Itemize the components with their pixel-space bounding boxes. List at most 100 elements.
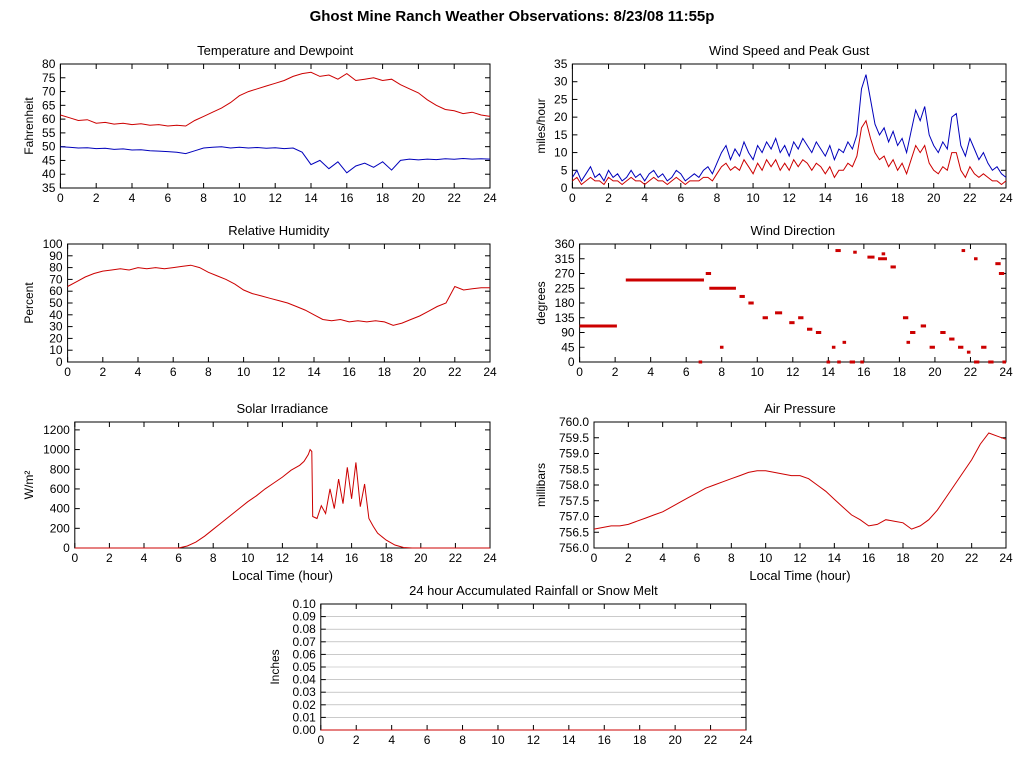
y-tick-label: 45: [561, 340, 575, 354]
series-air-pressure: [593, 432, 1007, 530]
x-tick-label: 4: [388, 733, 395, 747]
y-tick-label: 757.5: [559, 494, 589, 508]
y-tick-label: 0.09: [292, 610, 316, 624]
y-tick-label: 30: [554, 75, 568, 89]
x-tick-label: 18: [891, 191, 905, 205]
y-tick-label: 60: [49, 284, 63, 298]
x-tick-label: 18: [633, 733, 647, 747]
chart-title: Relative Humidity: [228, 223, 330, 238]
y-tick-label: 0: [568, 355, 575, 369]
chart-title: Air Pressure: [764, 401, 836, 416]
y-tick-label: 40: [49, 308, 63, 322]
y-tick-label: 45: [42, 153, 56, 167]
series-temperature: [60, 71, 491, 127]
y-tick-label: 757.0: [559, 510, 589, 524]
x-tick-label: 10: [491, 733, 505, 747]
y-tick-label: 0.06: [292, 647, 316, 661]
rainfall-chart: 0 2 4 6 8 10 12 14 16 18 20 22 24 0.00 0.01 0.02 0.03 0.0…: [268, 580, 756, 750]
x-tick-label: 16: [343, 365, 357, 379]
chart-svg-rain: 0 2 4 6 8 10 12 14 16 18 20 22 240.000.010.020.030.0…: [268, 583, 753, 747]
y-tick-label: 10: [49, 343, 63, 357]
x-tick-label: 20: [927, 191, 941, 205]
y-tick-label: 65: [42, 98, 56, 112]
x-tick-label: 10: [233, 191, 247, 205]
y-tick-label: 600: [50, 482, 70, 496]
y-tick-label: 20: [554, 110, 568, 124]
y-tick-label: 1200: [43, 423, 70, 437]
x-tick-label: 14: [819, 191, 833, 205]
x-tick-label: 0: [64, 365, 71, 379]
y-tick-label: 0.02: [292, 698, 316, 712]
x-tick-label: 6: [694, 551, 701, 565]
x-tick-label: 20: [412, 191, 426, 205]
x-tick-label: 8: [718, 365, 725, 379]
y-tick-label: 50: [42, 140, 56, 154]
x-tick-label: 24: [483, 551, 497, 565]
x-tick-label: 0: [569, 191, 576, 205]
x-tick-label: 16: [862, 551, 876, 565]
chart-title: 24 hour Accumulated Rainfall or Snow Mel…: [409, 583, 658, 598]
x-tick-label: 24: [999, 365, 1013, 379]
y-tick-label: 1000: [43, 443, 70, 457]
x-tick-label: 14: [822, 365, 836, 379]
x-tick-label: 18: [380, 551, 394, 565]
x-tick-label: 22: [704, 733, 718, 747]
y-tick-label: 70: [42, 85, 56, 99]
y-tick-label: 60: [42, 112, 56, 126]
y-tick-label: 25: [554, 92, 568, 106]
x-tick-label: 4: [641, 191, 648, 205]
x-tick-label: 16: [857, 365, 871, 379]
x-tick-label: 12: [783, 191, 797, 205]
y-axis-label: Fahrenheit: [22, 97, 36, 155]
y-tick-label: 15: [554, 128, 568, 142]
x-tick-label: 8: [200, 191, 207, 205]
chart-title: Solar Irradiance: [237, 401, 329, 416]
x-tick-label: 24: [999, 551, 1013, 565]
x-tick-label: 8: [205, 365, 212, 379]
x-tick-label: 6: [424, 733, 431, 747]
x-axis-label: Local Time (hour): [749, 568, 850, 583]
series-peak-gust: [571, 74, 1007, 182]
y-tick-label: 0.07: [292, 635, 316, 649]
y-tick-label: 0: [561, 181, 568, 195]
wind-speed-gust-chart: 0 2 4 6 8 10 12 14 16 18 20 22 24 0 5 10 15 20 25 30 35 Wind …: [534, 40, 1016, 208]
x-tick-label: 12: [786, 365, 800, 379]
y-tick-label: 225: [555, 281, 575, 295]
chart-svg-winddir: 0 2 4 6 8 10 12 14 16 18 20 22 240459013518022527031…: [534, 223, 1013, 379]
chart-svg-windspeed: 0 2 4 6 8 10 12 14 16 18 20 22 2405101520253035Wind …: [534, 43, 1013, 205]
x-tick-label: 12: [793, 551, 807, 565]
x-tick-label: 4: [141, 551, 148, 565]
y-tick-label: 756.0: [559, 541, 589, 555]
x-tick-label: 24: [483, 191, 497, 205]
y-tick-label: 0: [56, 355, 63, 369]
x-tick-label: 14: [828, 551, 842, 565]
y-tick-label: 90: [561, 326, 575, 340]
x-tick-label: 2: [106, 551, 113, 565]
x-tick-label: 20: [413, 365, 427, 379]
x-tick-label: 14: [310, 551, 324, 565]
y-axis-label: Inches: [268, 649, 282, 684]
x-tick-label: 2: [93, 191, 100, 205]
x-tick-label: 6: [683, 365, 690, 379]
y-axis-label: Percent: [22, 282, 36, 324]
y-tick-label: 90: [49, 249, 63, 263]
solar-irradiance-chart: 0 2 4 6 8 10 12 14 16 18 20 22 24 0 200 400 600 800 1000 12…: [22, 398, 500, 584]
x-tick-label: 22: [448, 365, 462, 379]
x-tick-label: 2: [353, 733, 360, 747]
x-tick-label: 10: [237, 365, 251, 379]
x-tick-label: 4: [659, 551, 666, 565]
chart-title: Temperature and Dewpoint: [197, 43, 353, 58]
y-tick-label: 800: [50, 462, 70, 476]
chart-svg-humidity: 0 2 4 6 8 10 12 14 16 18 20 22 240102030405060708090…: [22, 223, 497, 379]
x-tick-label: 8: [728, 551, 735, 565]
x-tick-label: 24: [999, 191, 1013, 205]
x-tick-label: 20: [931, 551, 945, 565]
y-tick-label: 50: [49, 296, 63, 310]
x-tick-label: 2: [605, 191, 612, 205]
y-tick-label: 360: [555, 237, 575, 251]
x-tick-label: 18: [896, 551, 910, 565]
plot-frame: [579, 243, 1007, 363]
y-tick-label: 35: [554, 57, 568, 71]
x-tick-label: 2: [612, 365, 619, 379]
y-axis-label: miles/hour: [534, 98, 548, 153]
